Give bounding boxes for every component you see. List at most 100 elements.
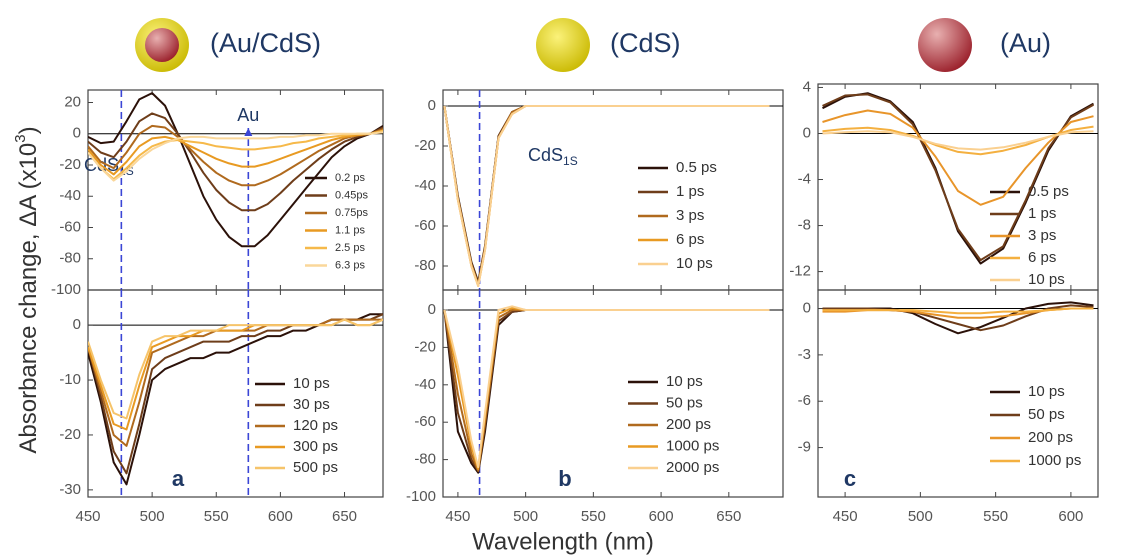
legend-label: 300 ps bbox=[293, 438, 338, 455]
y-tick-label: -20 bbox=[414, 137, 436, 154]
series-line bbox=[443, 305, 770, 469]
legend-label: 10 ps bbox=[1028, 383, 1065, 400]
series-line bbox=[443, 105, 770, 285]
legend-label: 6 ps bbox=[676, 231, 704, 248]
legend-label: 2000 ps bbox=[666, 459, 719, 476]
panel-letter: b bbox=[558, 466, 571, 491]
series-line bbox=[88, 313, 383, 475]
y-tick-label: -10 bbox=[59, 371, 81, 388]
series-line bbox=[443, 309, 770, 472]
y-tick-label: -9 bbox=[798, 439, 811, 456]
y-tick-label: -80 bbox=[414, 257, 436, 274]
series-line bbox=[443, 307, 770, 470]
series-line bbox=[88, 124, 383, 187]
y-tick-label: 0 bbox=[803, 300, 811, 317]
legend-label: 6 ps bbox=[1028, 249, 1056, 266]
legend-label: 10 ps bbox=[293, 375, 330, 392]
legend-label: 200 ps bbox=[666, 416, 711, 433]
x-tick-label: 650 bbox=[332, 508, 357, 525]
y-tick-label: -60 bbox=[414, 413, 436, 430]
x-tick-label: 500 bbox=[140, 508, 165, 525]
y-tick-label: -40 bbox=[59, 187, 81, 204]
legend-label: 10 ps bbox=[676, 255, 713, 272]
x-tick-label: 500 bbox=[513, 508, 538, 525]
y-tick-label: -3 bbox=[798, 346, 811, 363]
series-line bbox=[822, 109, 1094, 206]
x-tick-label: 450 bbox=[445, 508, 470, 525]
y-tick-label: -60 bbox=[414, 217, 436, 234]
y-tick-label: -40 bbox=[414, 177, 436, 194]
plot-frame bbox=[87, 289, 384, 498]
series-line bbox=[88, 131, 383, 182]
legend-label: 3 ps bbox=[676, 207, 704, 224]
y-tick-label: -80 bbox=[414, 451, 436, 468]
plot-frame bbox=[442, 289, 784, 498]
y-tick-label: 0 bbox=[73, 125, 81, 142]
annotation-sub: 1S bbox=[563, 154, 578, 168]
series-line bbox=[88, 92, 383, 248]
y-tick-label: -4 bbox=[798, 170, 811, 187]
y-tick-label: 4 bbox=[803, 78, 811, 95]
legend-label: 0.45ps bbox=[335, 189, 369, 201]
series-line bbox=[88, 318, 383, 420]
legend-label: 2.5 ps bbox=[335, 242, 365, 254]
series-line bbox=[822, 130, 1094, 151]
series-line bbox=[88, 129, 383, 176]
y-tick-label: 0 bbox=[803, 124, 811, 141]
x-tick-label: 450 bbox=[833, 508, 858, 525]
legend-label: 500 ps bbox=[293, 459, 338, 476]
legend-label: 50 ps bbox=[1028, 406, 1065, 423]
y-tick-label: -100 bbox=[51, 281, 81, 298]
x-tick-label: 600 bbox=[1058, 508, 1083, 525]
y-tick-label: 0 bbox=[428, 97, 436, 114]
series-line bbox=[443, 309, 770, 474]
icon-au-cds bbox=[135, 18, 189, 72]
series-line bbox=[88, 112, 383, 212]
y-tick-label: -20 bbox=[59, 156, 81, 173]
y-tick-label: -60 bbox=[59, 218, 81, 235]
y-tick-label: -30 bbox=[59, 481, 81, 498]
legend-label: 0.5 ps bbox=[1028, 183, 1069, 200]
panel-title: (CdS) bbox=[610, 28, 681, 58]
legend-label: 0.75ps bbox=[335, 207, 369, 219]
legend-label: 120 ps bbox=[293, 417, 338, 434]
panel-letter: a bbox=[172, 466, 185, 491]
y-tick-label: -40 bbox=[414, 376, 436, 393]
panel-title: (Au) bbox=[1000, 28, 1051, 58]
series-line bbox=[822, 304, 1094, 332]
annotation-cds: CdS1S bbox=[528, 145, 578, 168]
x-tick-label: 650 bbox=[716, 508, 741, 525]
x-tick-label: 500 bbox=[908, 508, 933, 525]
legend-label: 1.1 ps bbox=[335, 224, 365, 236]
legend-label: 0.2 ps bbox=[335, 172, 365, 184]
y-tick-label: -100 bbox=[406, 488, 436, 505]
panel-letter: c bbox=[844, 466, 856, 491]
series-line bbox=[443, 105, 770, 285]
legend-label: 30 ps bbox=[293, 396, 330, 413]
legend-label: 6.3 ps bbox=[335, 259, 365, 271]
series-line bbox=[88, 129, 383, 181]
series-line bbox=[443, 309, 770, 472]
x-axis-label: Wavelength (nm) bbox=[472, 528, 654, 555]
x-tick-label: 550 bbox=[581, 508, 606, 525]
y-tick-label: -12 bbox=[789, 263, 811, 280]
y-tick-label: 0 bbox=[73, 316, 81, 333]
icon-au bbox=[918, 18, 972, 72]
legend-label: 1 ps bbox=[1028, 205, 1056, 222]
x-tick-label: 550 bbox=[204, 508, 229, 525]
annotation-text: CdS bbox=[528, 145, 563, 165]
legend-label: 200 ps bbox=[1028, 429, 1073, 446]
series-line bbox=[822, 93, 1094, 262]
x-tick-label: 450 bbox=[75, 508, 100, 525]
x-tick-label: 550 bbox=[983, 508, 1008, 525]
series-line bbox=[822, 307, 1094, 315]
legend-label: 10 ps bbox=[666, 373, 703, 390]
y-axis-label: Absorbance change, ΔA (x103) bbox=[12, 126, 42, 453]
icon-cds bbox=[536, 18, 590, 72]
series-line bbox=[88, 318, 383, 431]
plot-frame bbox=[442, 89, 784, 291]
legend-label: 0.5 ps bbox=[676, 159, 717, 176]
plot-frame bbox=[817, 289, 1099, 498]
legend-label: 50 ps bbox=[666, 394, 703, 411]
